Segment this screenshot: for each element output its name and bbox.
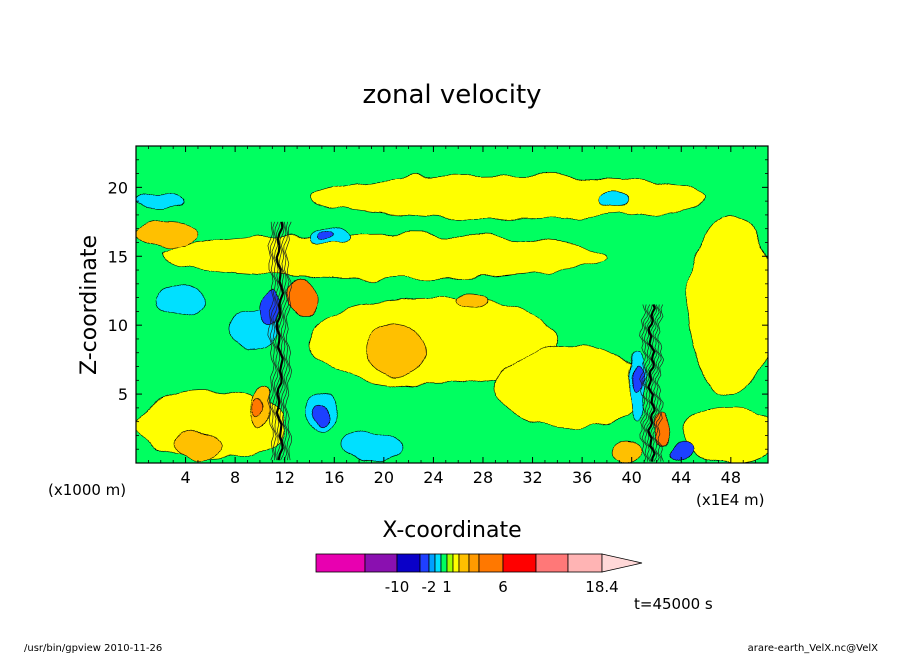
contour-region-band	[136, 389, 285, 460]
contour-region-blue	[317, 228, 334, 241]
footer-right: arare-earth_VelX.nc@VelX	[748, 643, 879, 654]
colorbar-bin	[428, 553, 436, 573]
convection-contour-line	[643, 304, 651, 462]
x-tick-label: 12	[275, 468, 295, 487]
contour-region-band	[160, 233, 608, 279]
colorbar-bin	[452, 553, 460, 573]
colorbar-bin	[434, 553, 442, 573]
contour-region-orange	[455, 293, 486, 311]
y-tick-label: 10	[108, 316, 128, 335]
plot-frame	[135, 145, 769, 464]
contour-region-band	[309, 174, 707, 220]
colorbar-bin	[535, 553, 569, 573]
x-tick-label: 40	[622, 468, 642, 487]
convection-columns	[267, 221, 665, 462]
x-tick-label: 48	[721, 468, 741, 487]
colorbar-bin	[458, 553, 470, 573]
x-tick-label: 32	[522, 468, 542, 487]
convection-contour-line	[278, 221, 286, 461]
x-unit-label: (x1E4 m)	[696, 491, 765, 509]
colorbar-arrow	[601, 553, 643, 573]
colorbar-bin	[440, 553, 448, 573]
x-axis: 4 8 12 16 20 24 28 32 36 40 44 48	[147, 146, 757, 487]
colorbar: -10 -2 1 6 18.4	[315, 553, 643, 596]
colorbar-label: 1	[442, 578, 452, 596]
colorbar-label: 6	[498, 578, 508, 596]
convection-contour-line	[652, 304, 660, 462]
contour-field	[136, 174, 768, 463]
contour-region-blue	[632, 366, 644, 395]
contour-region-redorange	[250, 396, 264, 420]
convection-contour-line	[645, 304, 653, 462]
contour-region-orange	[136, 221, 199, 250]
convection-contour-line	[269, 221, 277, 461]
y-tick-label: 15	[108, 247, 128, 266]
contour-region-cyan	[340, 431, 403, 462]
convection-contour-line	[639, 304, 647, 462]
contour-region-band	[687, 214, 768, 395]
contour-region-blue	[314, 403, 330, 427]
colorbar-bin	[315, 553, 366, 573]
convection-contour-line	[647, 304, 656, 462]
x-tick-label: 8	[230, 468, 240, 487]
time-label: t=45000 s	[634, 595, 713, 613]
x-tick-label: 24	[423, 468, 443, 487]
contour-region-band	[680, 407, 768, 463]
x-axis-title: X-coordinate	[382, 518, 521, 543]
y-unit-label: (x1000 m)	[48, 481, 126, 499]
y-axis-title: Z-coordinate	[77, 235, 102, 375]
x-tick-label: 20	[374, 468, 394, 487]
y-axis: 5 10 15 20	[108, 159, 768, 450]
convection-contour-line	[656, 304, 665, 462]
contour-region-redorange	[288, 279, 319, 322]
colorbar-bin	[364, 553, 398, 573]
convection-contour-line	[271, 221, 279, 461]
colorbar-bin	[502, 553, 537, 573]
x-tick-label: 16	[324, 468, 344, 487]
footer-left: /usr/bin/gpview 2010-11-26	[24, 643, 162, 654]
convection-contour-line	[285, 221, 293, 461]
colorbar-label: -2	[422, 578, 437, 596]
convection-contour-line	[280, 221, 288, 461]
plot-area	[135, 145, 769, 464]
contour-region-orange	[610, 439, 641, 462]
colorbar-label: 18.4	[585, 578, 618, 596]
convection-contour-line	[654, 304, 662, 462]
contour-region-band	[495, 345, 645, 429]
x-tick-label: 36	[572, 468, 592, 487]
chart-title: zonal velocity	[362, 80, 541, 110]
x-tick-label: 4	[180, 468, 190, 487]
colorbar-bin	[419, 553, 430, 573]
convection-contour-line	[275, 221, 285, 461]
x-tick-label: 44	[671, 468, 691, 487]
colorbar-bin	[478, 553, 504, 573]
convection-contour-line	[274, 221, 282, 461]
contour-region-orange	[364, 324, 428, 376]
colorbar-bin	[446, 553, 454, 573]
convection-contour-line	[650, 304, 658, 462]
contour-region-orange	[172, 432, 224, 461]
colorbar-bin	[396, 553, 421, 573]
contour-region-cyan	[597, 192, 629, 210]
convection-contour-line	[267, 221, 275, 461]
colorbar-bin	[468, 553, 480, 573]
contour-region-cyan	[154, 283, 205, 318]
colorbar-label: -10	[385, 578, 410, 596]
convection-contour-line	[282, 221, 290, 461]
contour-region-cyan	[136, 192, 186, 210]
y-tick-label: 20	[108, 178, 128, 197]
colorbar-bin	[567, 553, 603, 573]
x-tick-label: 28	[473, 468, 493, 487]
y-tick-label: 5	[118, 385, 128, 404]
convection-contour-line	[641, 304, 649, 462]
